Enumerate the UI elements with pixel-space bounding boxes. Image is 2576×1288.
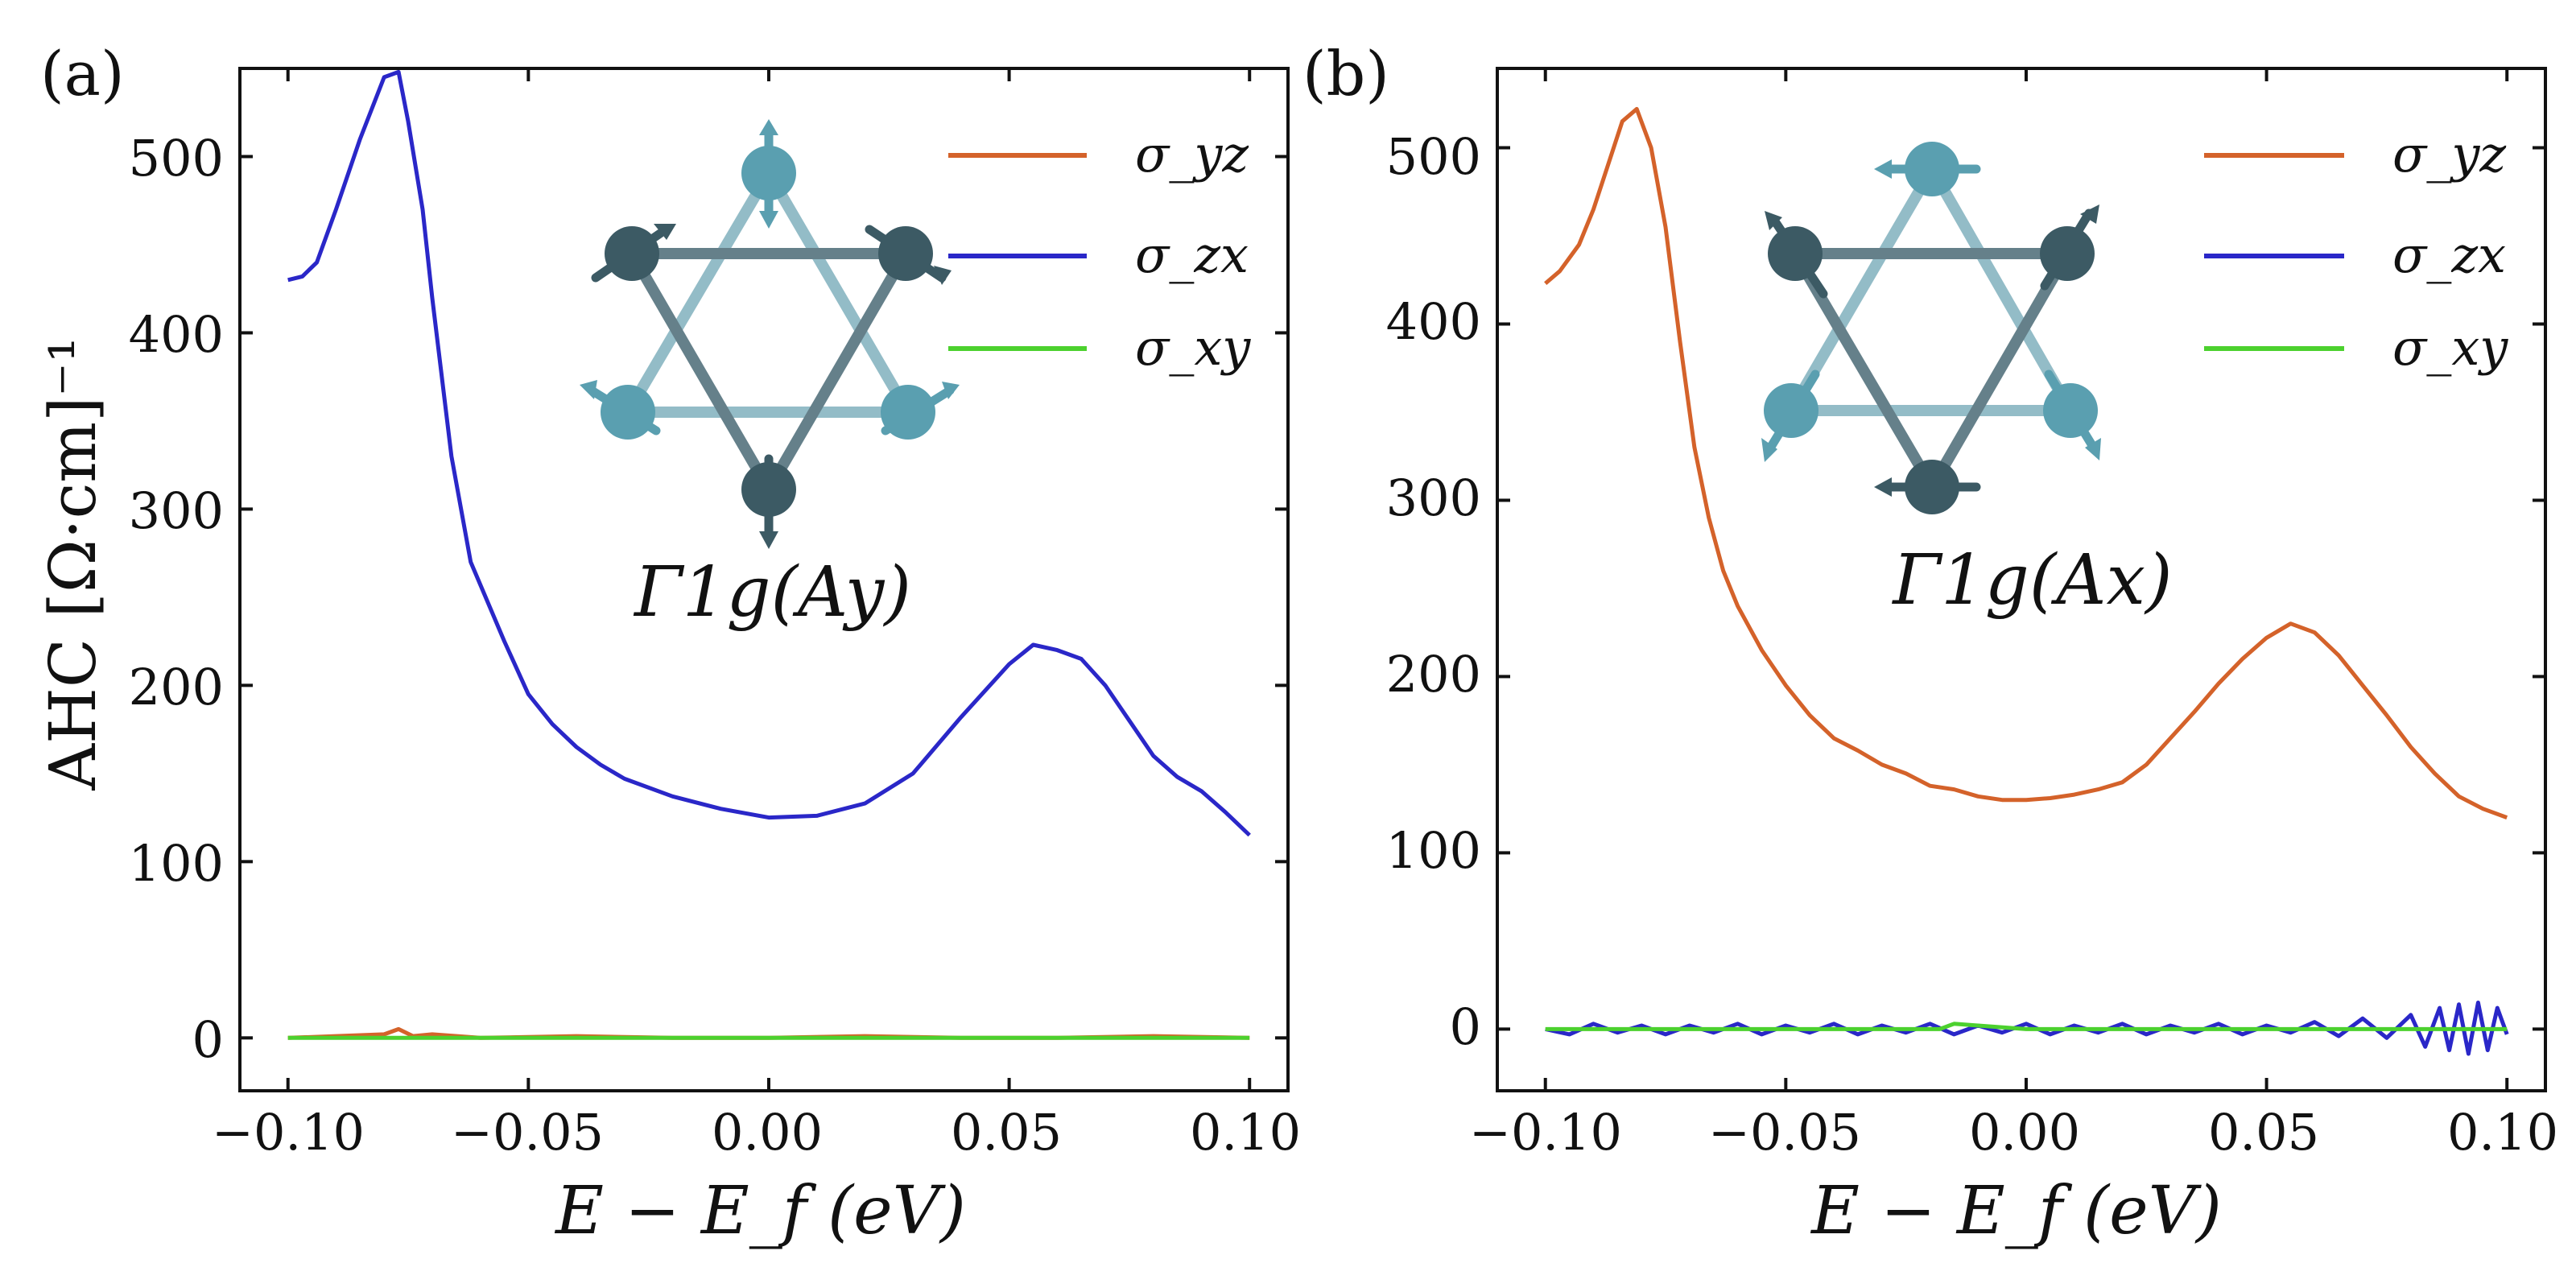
panel-a-ylabel: AHC [Ω·cm]⁻¹ xyxy=(35,336,110,791)
inset-atom xyxy=(2043,383,2098,438)
panel-b-series xyxy=(1544,106,2509,1056)
panel-b-ytick-label: 300 xyxy=(1386,469,1481,527)
panel-a-frame xyxy=(238,67,1290,1092)
panel-a-ytick-label: 100 xyxy=(129,834,224,893)
legend-label-yz: σ_yz xyxy=(2392,125,2506,184)
arrow-head-icon xyxy=(2085,438,2101,460)
panel-a-ytick-label: 300 xyxy=(129,481,224,540)
arrow-head-icon xyxy=(759,119,778,135)
inset-atom xyxy=(878,226,933,281)
panel-b-xtick-label: 0.00 xyxy=(1969,1103,2080,1162)
panel-a-series xyxy=(287,69,1251,1040)
arrow-head-icon xyxy=(654,224,676,240)
panel-a: (a) −0.10 −0.05 0.00 0.05 0.10 0 100 200… xyxy=(35,38,1301,1249)
inset-bond xyxy=(1926,250,2073,490)
inset-bond xyxy=(763,170,914,415)
panel-a-ytick-label: 200 xyxy=(129,658,224,716)
panel-a-xtick-label: 0.05 xyxy=(951,1103,1062,1162)
legend-label-xy: σ_xy xyxy=(2392,318,2508,377)
panel-a-ytick-label: 400 xyxy=(129,305,224,364)
inset-bond xyxy=(622,170,774,415)
panel-b-xtick-label: −0.10 xyxy=(1469,1103,1622,1162)
panel-b: (b) −0.10 −0.05 0.00 0.05 0.10 0 100 200… xyxy=(1302,38,2558,1249)
panel-a-inset: Γ1g(Ay) xyxy=(580,119,960,633)
inset-atom xyxy=(1768,226,1823,281)
arrow-head-icon xyxy=(1874,477,1892,497)
arrow-head-icon xyxy=(2080,204,2099,224)
inset-atom xyxy=(1905,142,1959,196)
inset-atom xyxy=(1764,383,1818,438)
arrow-head-icon xyxy=(759,211,778,229)
inset-atom xyxy=(2040,226,2095,281)
legend-label-yz: σ_yz xyxy=(1135,125,1249,184)
panel-b-label: (b) xyxy=(1302,38,1389,109)
panel-b-ytick-label: 100 xyxy=(1386,821,1481,880)
inset-atom xyxy=(741,462,796,517)
panel-a-xtick-label: −0.10 xyxy=(212,1103,365,1162)
panel-a-ytick-label: 0 xyxy=(192,1010,224,1069)
panel-a-label: (a) xyxy=(40,38,125,109)
arrow-head-icon xyxy=(934,266,952,285)
arrow-head-icon xyxy=(942,382,960,399)
panel-b-xtick-label: 0.10 xyxy=(2447,1103,2558,1162)
inset-atom xyxy=(881,385,935,440)
inset-bond xyxy=(626,250,774,493)
panel-b-ytick-label: 400 xyxy=(1386,292,1481,351)
panel-a-legend: σ_yz σ_zx σ_xy xyxy=(948,125,1251,377)
panel-b-inset-label: Γ1g(Ax) xyxy=(1891,540,2172,621)
inset-atom xyxy=(741,146,796,200)
panel-b-legend: σ_yz σ_zx σ_xy xyxy=(2204,125,2508,377)
legend-label-zx: σ_zx xyxy=(1135,225,1249,284)
inset-atom xyxy=(1905,460,1959,514)
arrow-head-icon xyxy=(1765,211,1782,230)
panel-a-xtick-label: 0.00 xyxy=(712,1103,823,1162)
panel-b-xtick-label: 0.05 xyxy=(2208,1103,2319,1162)
panel-b-frame xyxy=(1496,67,2547,1092)
arrow-head-icon xyxy=(1761,438,1777,462)
panel-a-inset-label: Γ1g(Ay) xyxy=(633,552,911,633)
inset-atom xyxy=(605,226,659,281)
panel-a-xlabel: E − E_f (eV) xyxy=(554,1173,966,1249)
panel-b-ytick-label: 200 xyxy=(1386,645,1481,704)
inset-atom xyxy=(601,385,655,440)
inset-bond xyxy=(763,250,911,493)
panel-a-ytick-label: 500 xyxy=(129,129,224,188)
series-line-yz xyxy=(1544,106,2508,819)
legend-label-zx: σ_zx xyxy=(2392,225,2506,284)
panel-a-ticks xyxy=(240,68,1288,1091)
series-line-zx xyxy=(287,69,1251,837)
arrow-head-icon xyxy=(580,380,597,399)
panel-a-xtick-label: −0.05 xyxy=(451,1103,604,1162)
panel-a-xtick-label: 0.10 xyxy=(1190,1103,1301,1162)
series-line-xy xyxy=(1545,1022,2508,1031)
panel-b-ticks xyxy=(1497,68,2545,1091)
panel-b-inset: Γ1g(Ax) xyxy=(1761,142,2173,621)
panel-b-xtick-label: −0.05 xyxy=(1708,1103,1861,1162)
panel-b-xlabel: E − E_f (eV) xyxy=(1810,1173,2222,1249)
legend-label-xy: σ_xy xyxy=(1135,318,1251,377)
panel-b-ytick-label: 0 xyxy=(1450,997,1481,1056)
arrow-head-icon xyxy=(759,531,778,549)
panel-b-ytick-label: 500 xyxy=(1386,127,1481,186)
arrow-head-icon xyxy=(1874,159,1892,179)
